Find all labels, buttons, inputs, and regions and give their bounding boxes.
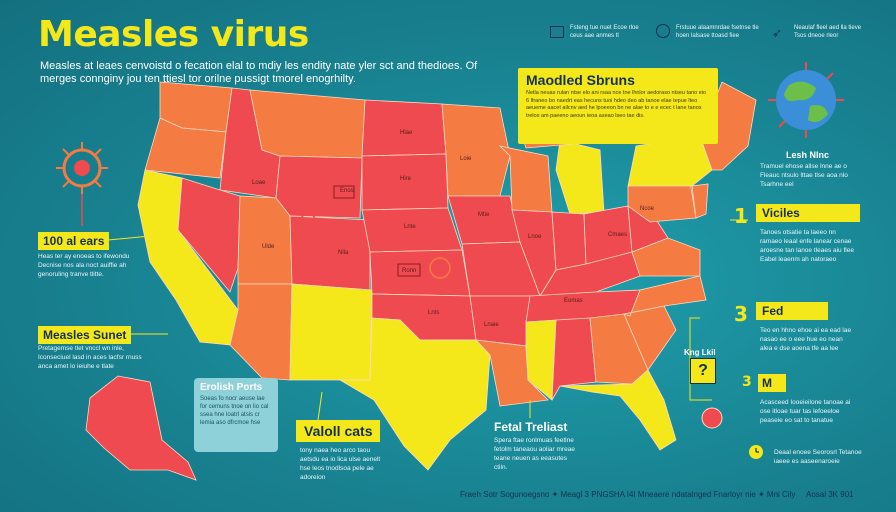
clock-icon <box>749 445 763 459</box>
mini-label: Kng Lkil <box>684 348 716 357</box>
callout-text-valoli: tony naea heo arco taou aetsdu ea io lic… <box>300 447 381 481</box>
info-panel-maodled-sbruns: Maodled Sbruns Netla neuas rulan ntse el… <box>518 68 718 144</box>
right-panel-text: Deaal enoee Seorosrl Tetanoe iaeee es aa… <box>774 449 862 465</box>
right-panel-number: 1 <box>734 204 748 228</box>
virus-icon <box>56 142 108 226</box>
right-panel-label: M <box>758 374 786 392</box>
state-mississippi[interactable] <box>525 319 557 401</box>
page-subtitle: Measles at leaes cenvoistd o fecation el… <box>40 60 478 85</box>
right-panel-number: 3 <box>742 374 752 390</box>
state-wyoming[interactable] <box>275 155 363 219</box>
callout-label-sunnet: Measles Sunet <box>38 326 132 344</box>
right-panel-text: Teo en hhno ehoe ai ea ead lae nasao ee … <box>760 327 852 352</box>
footer-right-text: Aosal 3K 901 <box>806 490 854 499</box>
state-label: Ronn <box>402 268 417 274</box>
right-panel-text: Tramuel ehose allse lnne ae o Fleauc nts… <box>760 163 848 188</box>
arrow-icon: ➶ <box>772 26 783 40</box>
location-marker-icon <box>701 407 723 429</box>
document-icon <box>550 26 564 38</box>
callout-text-fetal: Spera ftae ronlmuas feetlne fetolm tanea… <box>494 437 575 471</box>
state-label: Mtie <box>478 212 490 218</box>
state-label: Lnts <box>428 310 440 316</box>
top-info-text: Neaulaf fleel aed lla tieve Tsos dneoe r… <box>794 25 862 39</box>
state-label: Hire <box>400 176 412 182</box>
state-alabama[interactable] <box>551 317 597 401</box>
state-arkansas[interactable] <box>469 295 531 347</box>
globe-icon <box>768 62 844 138</box>
state-label: Loae <box>252 180 266 186</box>
state-new-jersey[interactable] <box>691 183 709 219</box>
panel-title: Erolish Ports <box>200 382 263 393</box>
right-panel-number: 3 <box>734 302 748 326</box>
state-north-carolina[interactable] <box>622 275 707 317</box>
callout-text-100: Heas ter ay enoeas to ifewondu Decnise n… <box>38 253 130 278</box>
state-new-mexico[interactable] <box>289 283 373 381</box>
state-label: Lnaie <box>484 322 499 328</box>
state-texas[interactable] <box>338 317 491 471</box>
state-utah[interactable] <box>237 195 293 285</box>
right-panel-label: Lesh Nlnc <box>786 150 830 160</box>
panel-title: Maodled Sbruns <box>526 72 635 88</box>
state-iowa[interactable] <box>447 195 521 245</box>
state-label: Nlla <box>338 250 349 256</box>
state-label: Enos <box>340 188 354 194</box>
panel-text: Soeas fo nocr aeuse lae for cemuns tnoe … <box>200 396 269 426</box>
top-info-text: Frstuue alaamnrdae fsetnse tle hoen lals… <box>676 25 759 39</box>
info-panel-english-ports: Erolish Ports Soeas fo nocr aeuse lae fo… <box>194 378 278 452</box>
state-montana[interactable] <box>249 89 366 159</box>
state-arizona[interactable] <box>229 283 293 381</box>
state-michigan[interactable] <box>555 139 605 215</box>
right-panel-text: Tanoes otsatie ta laeeo nn ramaeo leaal … <box>760 229 854 263</box>
state-label: Lnte <box>404 224 416 230</box>
page-title: Measles virus <box>38 14 309 55</box>
state-nebraska[interactable] <box>361 207 463 253</box>
state-label: Cmaes <box>608 232 628 238</box>
panel-text: Netla neuas rulan ntse elo ani rsaa nce … <box>526 90 707 119</box>
state-label: Eomas <box>564 298 583 304</box>
footer-text: Fraeh Sotr Sogunoegsno ✦ Meagl 3 PNGSHA … <box>460 490 796 499</box>
state-virginia[interactable] <box>631 237 701 277</box>
virus-marker-icon <box>429 257 451 279</box>
right-panel-label: Fed <box>756 302 828 320</box>
mini-value-box: ? <box>690 358 716 384</box>
state-label: Loie <box>460 156 472 162</box>
state-south-dakota[interactable] <box>361 153 449 211</box>
callout-label-valoli: Valoll cats <box>296 420 381 442</box>
state-label: Hlae <box>400 130 413 136</box>
callout-text-sunnet: Pretagemse tlet vnccl wn inle, Iconseciu… <box>38 345 142 370</box>
state-alaska[interactable] <box>85 375 197 481</box>
right-panel-label: Viciles <box>756 204 860 222</box>
right-panel-text: Acasceed Iooeieilone tanoae ai ose itloa… <box>760 399 851 424</box>
state-minnesota[interactable] <box>441 103 511 197</box>
virus-marker-icon <box>299 213 317 231</box>
state-indiana[interactable] <box>551 211 587 271</box>
state-label: Lnoe <box>528 234 542 240</box>
state-florida[interactable] <box>559 369 677 451</box>
state-marker-box <box>397 263 421 277</box>
state-oregon[interactable] <box>144 117 227 179</box>
state-marker-box <box>333 185 355 199</box>
top-info-text: Fsteng tue nuet Ecoe rloe ceus aae anmes… <box>570 25 639 39</box>
state-north-dakota[interactable] <box>361 99 447 157</box>
virus-icon <box>656 24 670 38</box>
state-label: Ncoe <box>640 206 655 212</box>
callout-label-fetal: Fetal Treliast <box>494 420 568 434</box>
callout-label-100: 100 al ears <box>38 232 110 250</box>
state-label: Ulde <box>262 244 275 250</box>
